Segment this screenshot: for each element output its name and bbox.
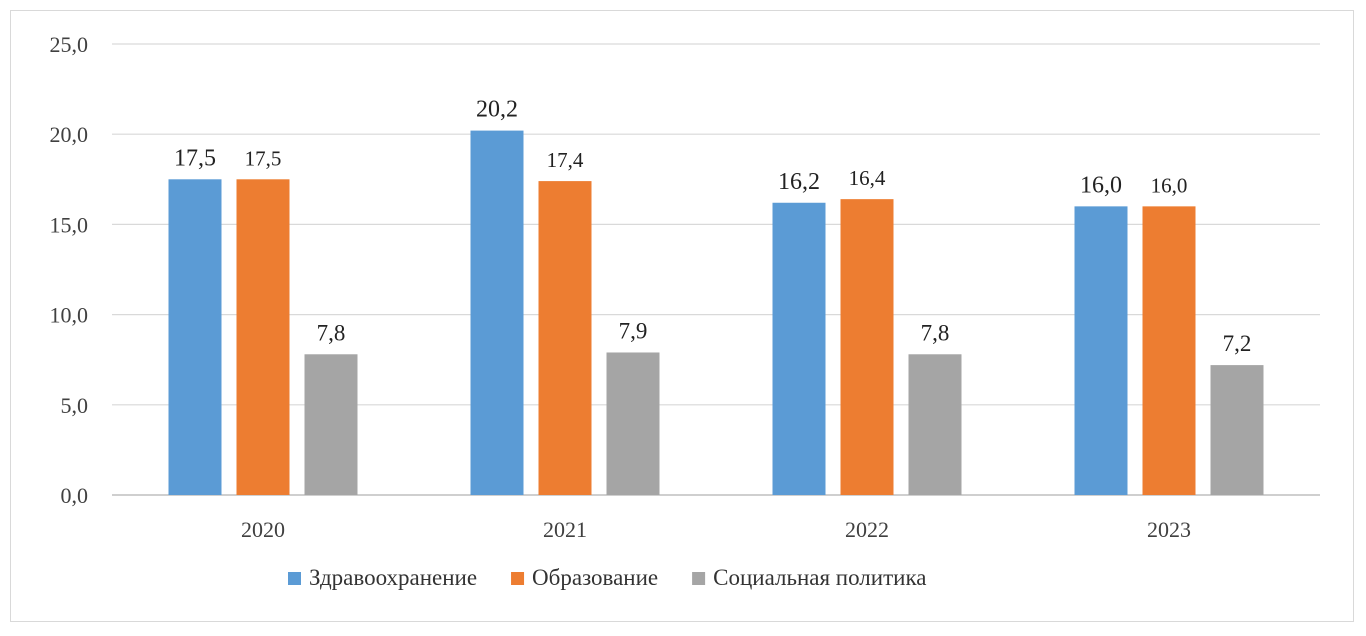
data-label: 16,4 [849,166,886,190]
y-tick-label: 25,0 [50,32,89,57]
data-label: 20,2 [476,97,518,123]
y-tick-label: 15,0 [50,212,89,237]
bar [1074,206,1128,496]
data-label: 16,0 [1151,173,1188,197]
bar [606,352,660,495]
chart-frame [10,10,1354,622]
legend-label: Здравоохранение [309,565,477,590]
x-tick-label: 2020 [241,517,285,542]
legend-swatch [288,572,301,585]
legend-swatch [692,572,706,585]
data-label: 7,8 [921,320,950,345]
data-label: 7,2 [1223,331,1252,356]
bar [908,354,962,495]
data-label: 17,4 [547,148,584,172]
y-tick-label: 10,0 [50,303,89,328]
bar [538,181,592,495]
data-label: 16,0 [1080,172,1122,198]
bar [840,199,894,496]
bar [236,179,290,496]
bar [1142,206,1196,496]
y-tick-label: 5,0 [61,393,89,418]
y-tick-label: 20,0 [50,122,89,147]
data-label: 17,5 [245,146,282,170]
x-tick-label: 2022 [845,517,889,542]
bar [772,202,826,495]
bar [1210,365,1264,495]
y-tick-label: 0,0 [61,483,89,508]
x-tick-label: 2021 [543,517,587,542]
data-label: 17,5 [174,145,216,171]
bar [168,179,222,496]
bar [304,354,358,495]
legend-label: Социальная политика [713,565,926,590]
data-label: 16,2 [778,169,820,195]
legend-label: Образование [532,565,658,590]
x-tick-label: 2023 [1147,517,1191,542]
legend-swatch [511,572,525,585]
data-label: 7,8 [317,320,346,345]
data-label: 7,9 [619,318,648,343]
bar [470,130,524,496]
